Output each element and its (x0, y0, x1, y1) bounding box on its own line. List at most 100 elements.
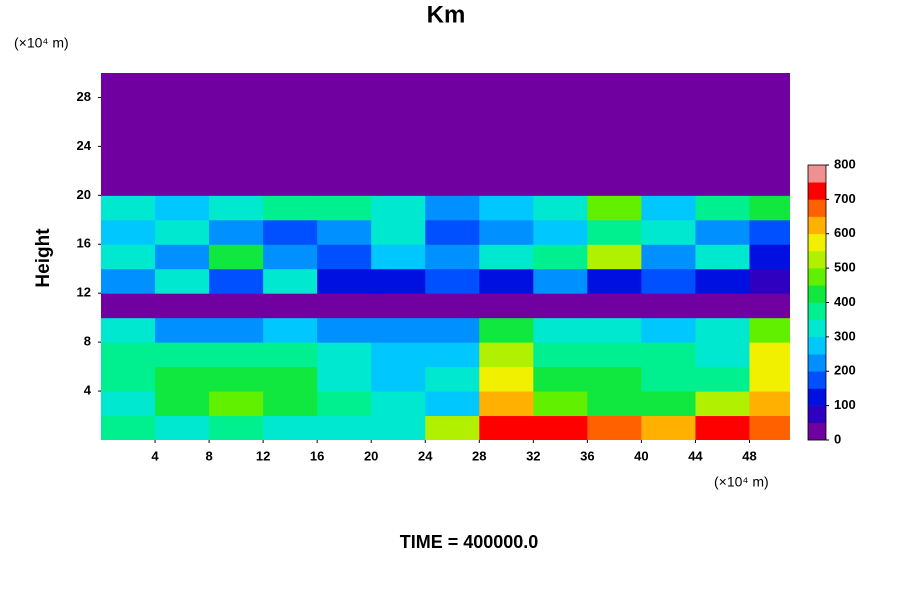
colorbar-swatch (808, 268, 826, 286)
heat-cell (263, 195, 318, 221)
colorbar-swatch (808, 216, 826, 235)
x-tick-label: 24 (418, 448, 433, 463)
colorbar-tick-label: 300 (834, 328, 856, 343)
heat-cell (641, 121, 696, 147)
heat-cell (425, 219, 480, 245)
heat-cell (425, 195, 480, 221)
colorbar-swatch (808, 250, 826, 269)
heat-cell (371, 293, 426, 319)
colorbar-tick-label: 200 (834, 363, 856, 378)
x-unit: (×10⁴ m) (714, 474, 769, 490)
heat-cell (587, 73, 642, 98)
y-tick-label: 20 (77, 187, 91, 202)
colorbar-tick-label: 800 (834, 156, 856, 171)
heat-cell (587, 121, 642, 147)
colorbar-tick-label: 600 (834, 225, 856, 240)
heat-cell (695, 268, 750, 294)
heat-cell (317, 293, 372, 319)
heat-cell (479, 366, 534, 392)
heat-cell (587, 146, 642, 172)
heat-cell (533, 293, 588, 319)
heat-cell (209, 244, 264, 270)
heat-cell (587, 268, 642, 294)
heat-cell (479, 73, 534, 98)
heat-cell (101, 391, 156, 417)
heat-cell (587, 293, 642, 319)
heat-cell (209, 146, 264, 172)
heat-cell (263, 293, 318, 319)
heat-cell (371, 73, 426, 98)
heat-cell (533, 121, 588, 147)
colorbar-swatch (808, 182, 826, 200)
heat-cell (155, 268, 210, 294)
heat-cell (587, 97, 642, 123)
heat-cell (155, 170, 210, 196)
heat-cell (263, 342, 318, 368)
heat-cell (371, 244, 426, 270)
heat-cell (425, 317, 480, 343)
heat-cell (749, 170, 790, 196)
heat-cell (371, 146, 426, 172)
heat-cell (425, 415, 480, 440)
heat-cell (533, 342, 588, 368)
heat-cell (641, 73, 696, 98)
heat-cell (749, 268, 790, 294)
heat-cell (101, 146, 156, 172)
heat-cell (533, 219, 588, 245)
heat-cell (641, 293, 696, 319)
heat-cell (479, 268, 534, 294)
x-tick-label: 20 (364, 448, 378, 463)
heat-cell (695, 97, 750, 123)
heat-cell (479, 146, 534, 172)
heat-cell (155, 146, 210, 172)
heat-cell (317, 121, 372, 147)
heat-cell (749, 366, 790, 392)
heat-cell (587, 195, 642, 221)
colorbar-tick-label: 500 (834, 260, 856, 275)
colorbar-tick-label: 0 (834, 431, 841, 446)
heat-cell (263, 170, 318, 196)
heat-cell (317, 415, 372, 440)
heat-cell (263, 121, 318, 147)
heat-cell (425, 170, 480, 196)
heat-cell (209, 415, 264, 440)
x-tick-label: 48 (742, 448, 756, 463)
heat-cell (101, 244, 156, 270)
heat-cell (155, 73, 210, 98)
heat-cell (533, 366, 588, 392)
heat-cell (425, 121, 480, 147)
heat-cell (317, 244, 372, 270)
heat-cell (317, 195, 372, 221)
heat-cell (101, 97, 156, 123)
heat-cell (371, 366, 426, 392)
heat-cell (209, 391, 264, 417)
heat-cell (479, 415, 534, 440)
y-tick-label: 24 (77, 138, 92, 153)
y-tick-label: 4 (84, 383, 92, 398)
heat-cell (263, 317, 318, 343)
heat-cell (371, 219, 426, 245)
heat-cell (533, 97, 588, 123)
heat-cell (317, 391, 372, 417)
heat-cell (641, 415, 696, 440)
heat-cell (155, 391, 210, 417)
heat-cell (587, 415, 642, 440)
heat-cell (317, 146, 372, 172)
colorbar-swatch (808, 371, 826, 389)
heat-cell (533, 317, 588, 343)
plot-area (101, 73, 790, 440)
heat-cell (155, 97, 210, 123)
heat-cell (479, 219, 534, 245)
heat-cell (641, 317, 696, 343)
heat-cell (479, 244, 534, 270)
x-tick-label: 44 (688, 448, 703, 463)
heat-cell (101, 415, 156, 440)
heat-cell (641, 366, 696, 392)
heat-cell (425, 146, 480, 172)
heat-cell (263, 268, 318, 294)
heat-cell (101, 317, 156, 343)
heat-cell (641, 268, 696, 294)
heat-cell (749, 342, 790, 368)
heat-cell (371, 195, 426, 221)
